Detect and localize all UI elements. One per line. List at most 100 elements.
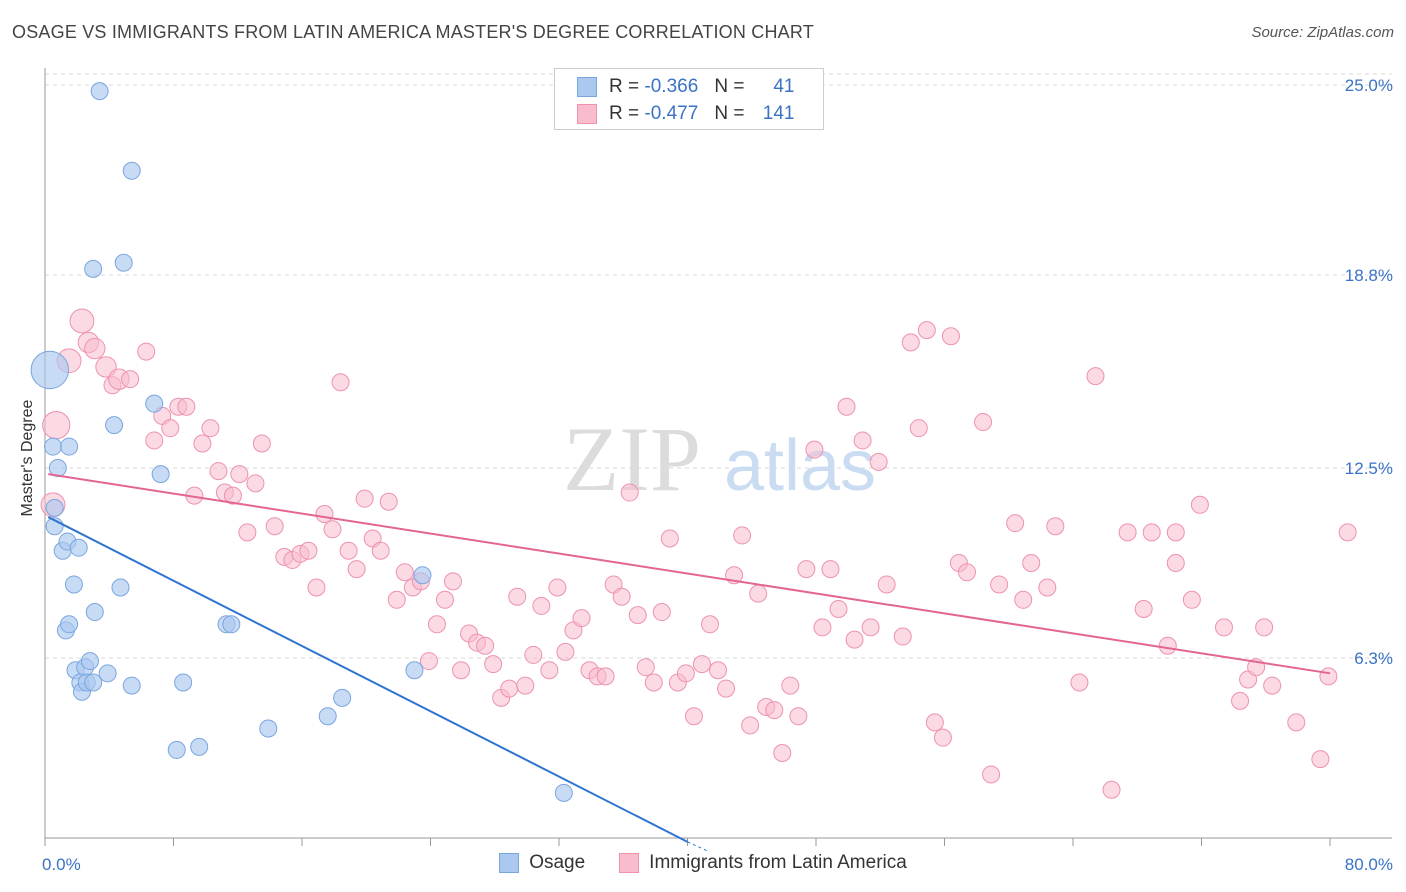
latin-point [684, 707, 703, 726]
latin-point [1311, 750, 1330, 769]
latin-point [145, 431, 164, 450]
latin-point [548, 578, 567, 597]
latin-point [917, 321, 936, 340]
latin-point [1142, 523, 1161, 542]
latin-point [821, 560, 840, 579]
osage-point [105, 416, 124, 435]
osage-point [111, 578, 130, 597]
latin-point [869, 452, 888, 471]
latin-point [1287, 713, 1306, 732]
latin-point [957, 563, 976, 582]
osage-trend-line [47, 516, 688, 843]
series-latin-america [40, 308, 1357, 799]
latin-point [387, 590, 406, 609]
latin-point [1338, 523, 1357, 542]
latin-point [540, 661, 559, 680]
osage-point [145, 394, 164, 413]
latin-point [516, 676, 535, 695]
latin-point [42, 411, 71, 440]
latin-point [1214, 618, 1233, 637]
watermark: ZIP atlas [563, 408, 876, 510]
latin-point [347, 560, 366, 579]
latin-point [1255, 618, 1274, 637]
latin-point [209, 462, 228, 481]
latin-point [700, 615, 719, 634]
latin-point [238, 523, 257, 542]
latin-point [925, 713, 944, 732]
latin-point [781, 676, 800, 695]
osage-trend-extension [687, 841, 710, 853]
latin-point [1070, 673, 1089, 692]
latin-swatch [577, 104, 597, 124]
latin-point [861, 618, 880, 637]
latin-point [789, 707, 808, 726]
osage-point [333, 688, 352, 707]
latin-point [676, 664, 695, 683]
latin-point [532, 596, 551, 615]
latin-point [1086, 367, 1105, 386]
latin-point [1263, 676, 1282, 695]
osage-n-value: 41 [773, 76, 795, 97]
latin-point [837, 397, 856, 416]
latin-point [813, 618, 832, 637]
osage-point [405, 661, 424, 680]
latin-point [1166, 554, 1185, 573]
latin-point [853, 431, 872, 450]
latin-point [524, 645, 543, 664]
latin-point [1166, 523, 1185, 542]
latin-point [265, 517, 284, 536]
latin-point [230, 465, 249, 484]
legend-swatch-osage [499, 853, 520, 873]
tick-labels: 6.3% 12.5% 18.8% 25.0% 0.0% 80.0% [42, 76, 1393, 874]
osage-point [190, 737, 209, 756]
latin-point [427, 615, 446, 634]
latin-point [246, 474, 265, 493]
osage-point [30, 350, 70, 390]
n-label: N = [714, 76, 745, 97]
latin-point [877, 575, 896, 594]
legend-label-latin: Immigrants from Latin America [649, 852, 907, 873]
chart-title: OSAGE VS IMMIGRANTS FROM LATIN AMERICA M… [12, 22, 814, 42]
latin-point [901, 333, 920, 352]
latin-point [829, 599, 848, 618]
latin-point [223, 486, 242, 505]
latin-point [331, 373, 350, 392]
osage-point [318, 707, 337, 726]
latin-point [419, 652, 438, 671]
legend-item-osage[interactable]: Osage [499, 852, 585, 874]
latin-point [84, 337, 106, 360]
latin-point [596, 667, 615, 686]
latin-point [508, 587, 527, 606]
osage-point [122, 676, 141, 695]
latin-point [121, 370, 140, 389]
osage-point [84, 259, 103, 278]
latin-point [941, 327, 960, 346]
latin-point [773, 743, 792, 762]
osage-point [64, 575, 83, 594]
latin-point [733, 526, 752, 545]
latin-point [161, 419, 180, 438]
osage-point [90, 82, 109, 101]
legend-label-osage: Osage [529, 852, 586, 873]
latin-point [765, 701, 784, 720]
legend-item-latin[interactable]: Immigrants from Latin America [619, 852, 907, 874]
latin-point [395, 563, 414, 582]
latin-point [476, 636, 495, 655]
watermark-atlas: atlas [724, 426, 876, 506]
latin-point [379, 492, 398, 511]
latin-point [692, 655, 711, 674]
latin-point [982, 765, 1001, 784]
osage-point [222, 615, 241, 634]
latin-point [652, 603, 671, 622]
latin-point [299, 541, 318, 560]
osage-point [44, 437, 63, 456]
osage-point [80, 652, 99, 671]
stats-row-osage: R = -0.366 N = 41 [577, 74, 795, 100]
latin-point [797, 560, 816, 579]
latin-point [484, 655, 503, 674]
latin-point [990, 575, 1009, 594]
osage-point [60, 437, 79, 456]
latin-point [1046, 517, 1065, 536]
latin-point [1006, 514, 1025, 533]
